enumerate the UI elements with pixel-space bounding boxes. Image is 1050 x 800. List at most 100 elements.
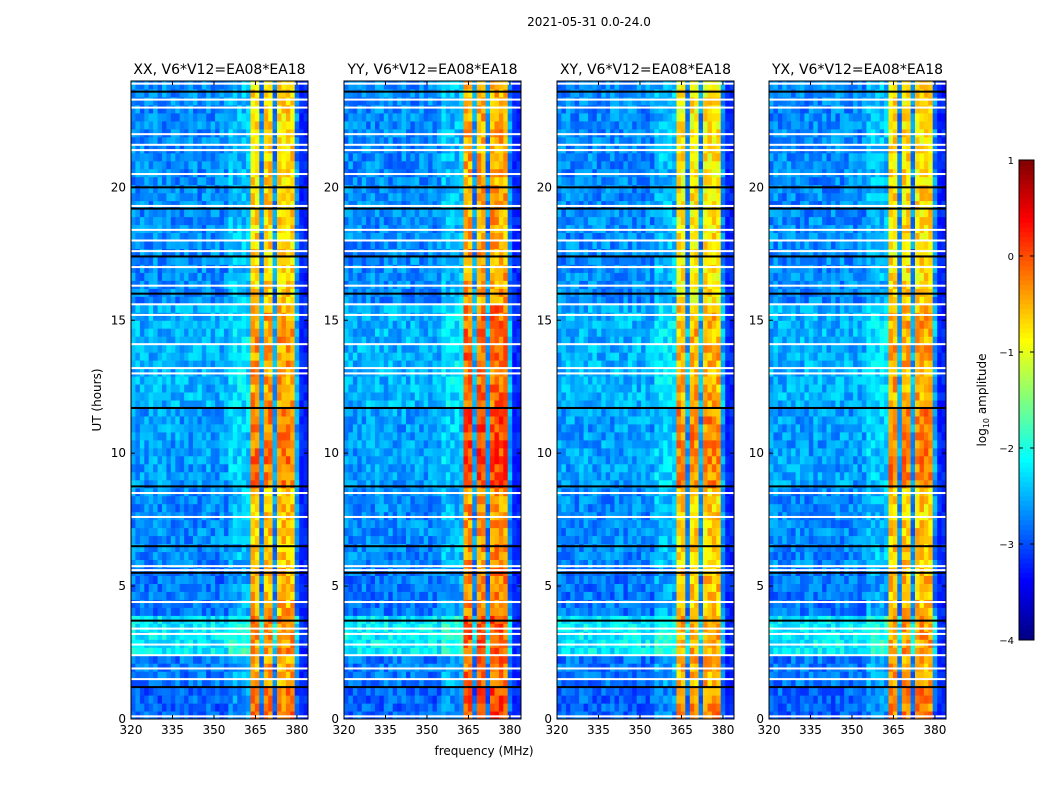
heatmap-cell — [144, 392, 150, 401]
heatmap-cell — [423, 663, 429, 672]
heatmap-cell — [392, 695, 398, 704]
heatmap-cell — [139, 320, 145, 329]
heatmap-cell — [476, 607, 482, 616]
heatmap-cell — [352, 639, 358, 648]
heatmap-cell — [268, 168, 274, 178]
heatmap-cell — [272, 647, 278, 656]
heatmap-cell — [436, 623, 442, 632]
heatmap-cell — [414, 439, 420, 449]
heatmap-cell — [445, 511, 451, 521]
heatmap-cell — [277, 128, 282, 138]
heatmap-cell — [268, 631, 274, 640]
heatmap-cell — [241, 503, 247, 513]
heatmap-cell — [153, 679, 158, 688]
heatmap-cell — [144, 503, 150, 513]
heatmap-cell — [268, 224, 274, 233]
heatmap-cell — [467, 559, 473, 568]
heatmap-cell — [206, 535, 212, 545]
heatmap-cell — [179, 519, 185, 529]
heatmap-cell — [170, 89, 176, 98]
heatmap-cell — [210, 104, 216, 114]
heatmap-cell — [485, 384, 491, 393]
heatmap-cell — [201, 392, 207, 401]
heatmap-cell — [228, 471, 234, 481]
heatmap-cell — [170, 184, 176, 194]
heatmap-cell — [481, 687, 487, 696]
heatmap-cell — [294, 304, 300, 313]
heatmap-cell — [254, 511, 260, 521]
heatmap-cell — [277, 168, 282, 178]
heatmap-cell — [197, 711, 203, 720]
heatmap-cell — [131, 296, 136, 305]
heatmap-cell — [131, 479, 136, 489]
heatmap-cell — [414, 679, 420, 688]
heatmap-cell — [193, 376, 198, 385]
heatmap-cell — [250, 575, 256, 584]
heatmap-cell — [210, 495, 216, 505]
heatmap-cell — [139, 583, 145, 592]
heatmap-cell — [432, 415, 438, 425]
heatmap-cell — [157, 280, 163, 289]
heatmap-cell — [485, 535, 491, 545]
heatmap-cell — [281, 104, 287, 114]
heatmap-cell — [259, 192, 265, 202]
heatmap-cell — [428, 487, 433, 497]
heatmap-cell — [397, 447, 402, 457]
heatmap-cell — [263, 376, 269, 385]
heatmap-cell — [476, 663, 482, 672]
heatmap-cell — [299, 104, 305, 114]
heatmap-cell — [259, 408, 265, 417]
heatmap-cell — [285, 463, 291, 473]
heatmap-cell — [268, 471, 274, 481]
heatmap-cell — [254, 567, 260, 576]
heatmap-cell — [419, 495, 425, 505]
heatmap-cell — [454, 384, 460, 393]
heatmap-cell — [445, 607, 451, 616]
heatmap-cell — [303, 368, 309, 377]
heatmap-cell — [237, 360, 243, 369]
heatmap-cell — [135, 224, 141, 233]
heatmap-cell — [157, 423, 163, 433]
heatmap-cell — [175, 136, 181, 146]
heatmap-cell — [388, 455, 394, 465]
heatmap-cell — [250, 168, 256, 178]
heatmap-cell — [215, 152, 220, 162]
heatmap-cell — [179, 679, 185, 688]
heatmap-cell — [215, 200, 220, 210]
heatmap-cell — [166, 687, 172, 696]
heatmap-cell — [135, 240, 141, 249]
heatmap-cell — [485, 671, 491, 680]
heatmap-cell — [459, 655, 464, 664]
flagged-row-white — [131, 173, 308, 176]
heatmap-cell — [139, 160, 145, 170]
heatmap-cell — [285, 360, 291, 369]
heatmap-cell — [193, 599, 198, 608]
heatmap-cell — [135, 81, 141, 90]
heatmap-cell — [272, 368, 278, 377]
heatmap-cell — [290, 503, 296, 513]
heatmap-cell — [357, 575, 363, 584]
heatmap-cell — [397, 623, 402, 632]
heatmap-cell — [219, 423, 225, 433]
heatmap-cell — [406, 583, 411, 592]
heatmap-cell — [179, 384, 185, 393]
heatmap-cell — [135, 559, 141, 568]
heatmap-cell — [241, 671, 247, 680]
heatmap-cell — [250, 360, 256, 369]
heatmap-cell — [131, 487, 136, 497]
heatmap-cell — [170, 479, 176, 489]
heatmap-cell — [175, 96, 181, 106]
heatmap-cell — [232, 360, 238, 369]
heatmap-cell — [250, 583, 256, 592]
heatmap-cell — [254, 400, 260, 409]
heatmap-cell — [445, 559, 451, 568]
heatmap-cell — [281, 479, 287, 489]
heatmap-cell — [184, 360, 189, 369]
heatmap-cell — [285, 81, 291, 90]
heatmap-cell — [303, 288, 309, 297]
heatmap-cell — [241, 144, 247, 154]
heatmap-cell — [197, 575, 203, 584]
heatmap-cell — [370, 535, 376, 545]
heatmap-cell — [348, 384, 354, 393]
heatmap-cell — [241, 639, 247, 648]
